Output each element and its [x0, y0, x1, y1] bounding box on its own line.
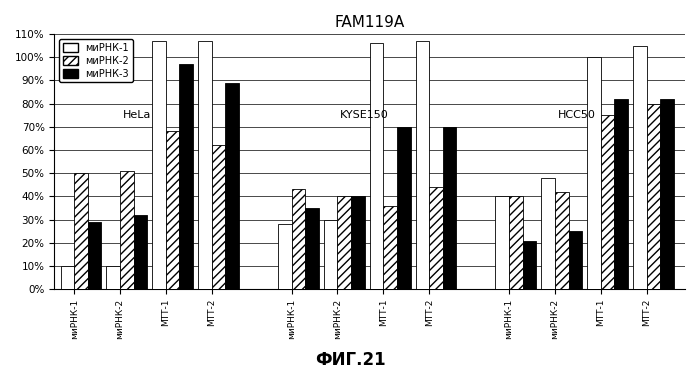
Bar: [647, 104, 660, 289]
Bar: [211, 145, 225, 289]
Title: FAM119A: FAM119A: [335, 15, 405, 30]
Bar: [429, 187, 443, 289]
Bar: [278, 224, 292, 289]
Bar: [134, 215, 147, 289]
Bar: [587, 57, 601, 289]
Bar: [568, 231, 582, 289]
Bar: [496, 196, 509, 289]
Bar: [351, 196, 365, 289]
Text: KYSE150: KYSE150: [340, 110, 388, 120]
Bar: [633, 45, 647, 289]
Bar: [523, 241, 536, 289]
Text: HeLa: HeLa: [122, 110, 151, 120]
Text: ФИГ.21: ФИГ.21: [315, 351, 385, 369]
Bar: [416, 41, 429, 289]
Bar: [397, 127, 411, 289]
Bar: [120, 171, 134, 289]
Bar: [555, 192, 568, 289]
Bar: [106, 266, 120, 289]
Bar: [292, 189, 305, 289]
Bar: [509, 196, 523, 289]
Bar: [88, 222, 102, 289]
Legend: миРНК-1, миРНК-2, миРНК-3: миРНК-1, миРНК-2, миРНК-3: [60, 39, 133, 82]
Bar: [541, 178, 555, 289]
Bar: [443, 127, 456, 289]
Text: HCC50: HCC50: [557, 110, 595, 120]
Bar: [660, 99, 674, 289]
Bar: [615, 99, 628, 289]
Bar: [370, 43, 384, 289]
Bar: [74, 173, 88, 289]
Bar: [324, 220, 337, 289]
Bar: [166, 131, 179, 289]
Bar: [305, 208, 319, 289]
Bar: [198, 41, 211, 289]
Bar: [60, 266, 74, 289]
Bar: [337, 196, 351, 289]
Bar: [384, 206, 397, 289]
Bar: [152, 41, 166, 289]
Bar: [601, 115, 615, 289]
Bar: [179, 64, 193, 289]
Bar: [225, 83, 239, 289]
